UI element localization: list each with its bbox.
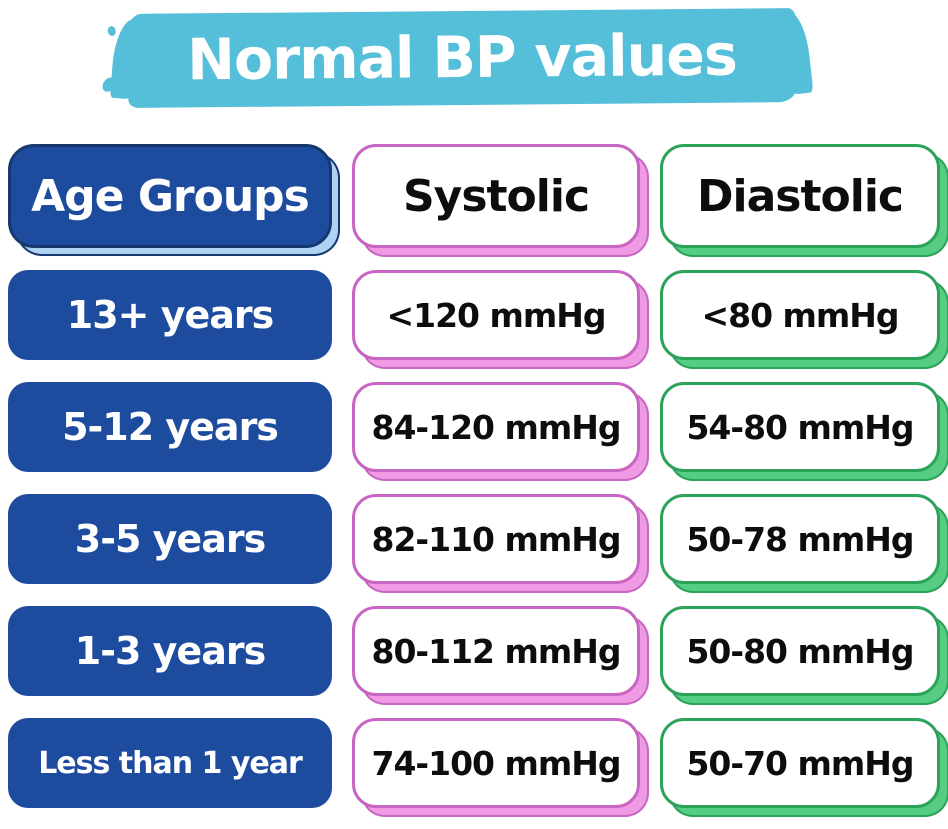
age-cell: 13+ years [8, 270, 332, 360]
brush-speck-icon [106, 25, 117, 37]
systolic-cell: 80-112 mmHg [352, 606, 640, 696]
systolic-cell: 82-110 mmHg [352, 494, 640, 584]
diastolic-cell: 50-70 mmHg [660, 718, 940, 808]
bp-infographic: Normal BP values Age Groups Systolic Dia… [0, 8, 948, 808]
bp-table: Age Groups Systolic Diastolic 13+ years … [8, 144, 940, 808]
age-cell: 1-3 years [8, 606, 332, 696]
title-banner: Normal BP values [100, 8, 797, 108]
diastolic-cell: <80 mmHg [660, 270, 940, 360]
systolic-cell: 74-100 mmHg [352, 718, 640, 808]
age-cell: Less than 1 year [8, 718, 332, 808]
systolic-cell: 84-120 mmHg [352, 382, 640, 472]
diastolic-cell: 50-78 mmHg [660, 494, 940, 584]
brush-speck-icon [100, 75, 117, 94]
page-title: Normal BP values [186, 22, 738, 94]
age-cell: 5-12 years [8, 382, 332, 472]
column-header-diastolic: Diastolic [660, 144, 940, 248]
systolic-cell: <120 mmHg [352, 270, 640, 360]
diastolic-cell: 54-80 mmHg [660, 382, 940, 472]
column-header-age-groups: Age Groups [8, 144, 332, 248]
age-cell: 3-5 years [8, 494, 332, 584]
diastolic-cell: 50-80 mmHg [660, 606, 940, 696]
column-header-systolic: Systolic [352, 144, 640, 248]
